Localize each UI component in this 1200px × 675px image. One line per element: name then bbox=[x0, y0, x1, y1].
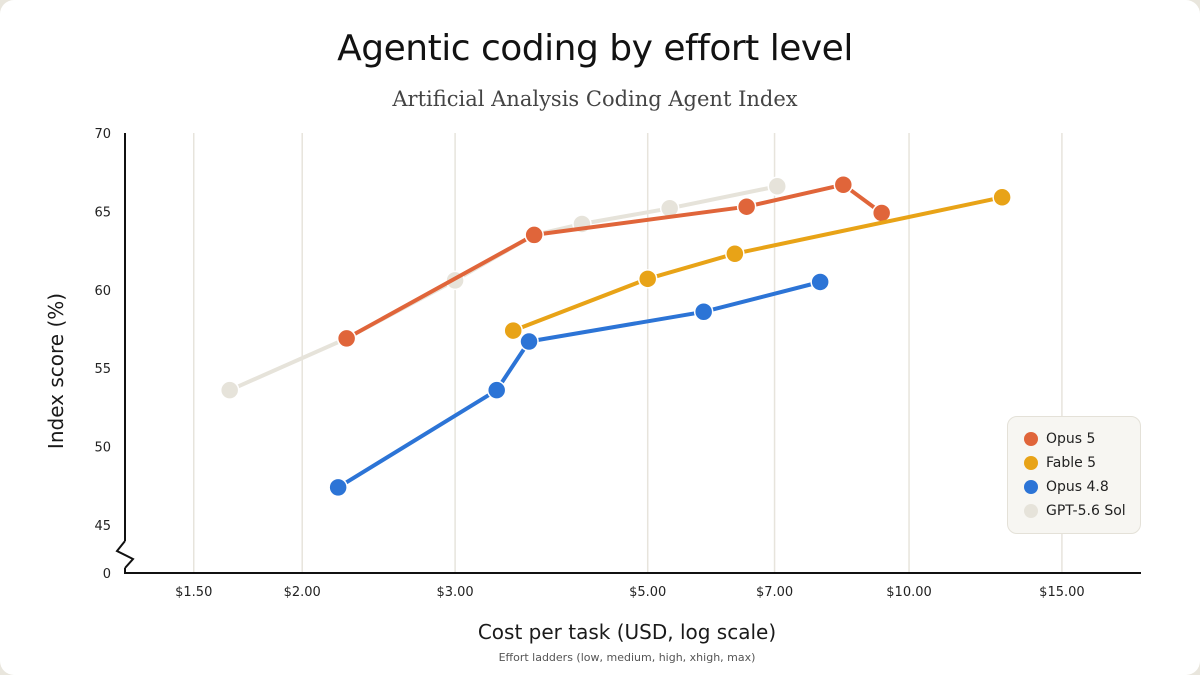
legend-swatch-fable-5 bbox=[1024, 456, 1038, 470]
legend-label-opus-4-8: Opus 4.8 bbox=[1046, 479, 1109, 495]
tick-labels: $1.50 $2.00 $3.00 $5.00 $7.00 $10.00 $15.00 45 5… bbox=[94, 127, 1084, 600]
data-point-opus-5 bbox=[524, 225, 544, 245]
x-tick-label: $15.00 bbox=[1039, 585, 1085, 600]
data-point-fable-5 bbox=[725, 243, 745, 264]
x-axis-note: Effort ladders (low, medium, high, xhigh… bbox=[498, 651, 756, 664]
x-tick-label: $3.00 bbox=[436, 585, 473, 600]
y-tick-label: 60 bbox=[94, 284, 111, 299]
legend-label-opus-5: Opus 5 bbox=[1046, 431, 1096, 447]
data-point-opus-5 bbox=[833, 174, 854, 195]
data-point-fable-5 bbox=[992, 187, 1012, 208]
series-line-gpt-5-6-sol bbox=[227, 184, 780, 393]
series-gpt-5-6-sol bbox=[219, 176, 787, 400]
data-point-gpt-5-6-sol bbox=[767, 176, 787, 197]
legend: Opus 5 Fable 5 Opus 4.8 GPT-5.6 Sol bbox=[1007, 416, 1141, 534]
series bbox=[219, 174, 1012, 498]
data-point-gpt-5-6-sol bbox=[219, 380, 240, 400]
legend-swatch-gpt-5-6-sol bbox=[1024, 504, 1038, 518]
legend-label-gpt-5-6-sol: GPT-5.6 Sol bbox=[1046, 503, 1126, 519]
series-line-fable-5 bbox=[511, 195, 1005, 333]
data-point-opus-4-8 bbox=[328, 477, 348, 498]
data-point-opus-4-8 bbox=[693, 302, 714, 322]
x-tick-label: $7.00 bbox=[756, 585, 793, 600]
data-point-opus-5 bbox=[336, 328, 357, 349]
x-tick-label: $10.00 bbox=[886, 585, 932, 600]
x-axis-label: Cost per task (USD, log scale) bbox=[477, 620, 777, 644]
series-opus-5 bbox=[336, 174, 892, 349]
legend-item-gpt-5-6-sol: GPT-5.6 Sol bbox=[1024, 500, 1126, 522]
legend-swatch-opus-4-8 bbox=[1024, 480, 1038, 494]
x-tick-label: $1.50 bbox=[175, 585, 212, 600]
y-tick-label-zero: 0 bbox=[103, 567, 111, 582]
series-fable-5 bbox=[503, 187, 1012, 341]
chart-subtitle: Artificial Analysis Coding Agent Index bbox=[392, 87, 798, 111]
data-point-fable-5 bbox=[637, 269, 658, 289]
y-axis-break bbox=[115, 540, 135, 569]
legend-swatch-opus-5 bbox=[1024, 432, 1038, 446]
data-point-opus-5 bbox=[736, 196, 757, 217]
series-opus-4-8 bbox=[328, 272, 830, 498]
data-point-opus-5 bbox=[871, 203, 892, 223]
data-point-opus-4-8 bbox=[519, 331, 539, 352]
y-tick-label: 45 bbox=[94, 519, 111, 534]
series-line-opus-5 bbox=[344, 182, 884, 341]
legend-item-opus-5: Opus 5 bbox=[1024, 428, 1095, 450]
gridlines bbox=[192, 133, 1063, 573]
y-axis-label: Index score (%) bbox=[44, 292, 68, 450]
y-tick-label: 50 bbox=[94, 441, 111, 456]
legend-item-opus-4-8: Opus 4.8 bbox=[1024, 476, 1109, 498]
data-point-fable-5 bbox=[503, 320, 523, 341]
x-tick-label: $2.00 bbox=[284, 585, 321, 600]
legend-item-fable-5: Fable 5 bbox=[1024, 452, 1096, 474]
y-tick-label: 65 bbox=[94, 205, 111, 220]
axes bbox=[115, 133, 1141, 574]
chart-title: Agentic coding by effort level bbox=[337, 28, 853, 69]
x-tick-label: $5.00 bbox=[629, 585, 666, 600]
y-tick-label: 55 bbox=[94, 362, 111, 377]
data-point-opus-4-8 bbox=[810, 272, 830, 292]
data-point-opus-4-8 bbox=[486, 380, 507, 400]
legend-label-fable-5: Fable 5 bbox=[1046, 455, 1097, 471]
y-tick-label: 70 bbox=[94, 127, 111, 142]
series-line-opus-4-8 bbox=[336, 280, 823, 490]
